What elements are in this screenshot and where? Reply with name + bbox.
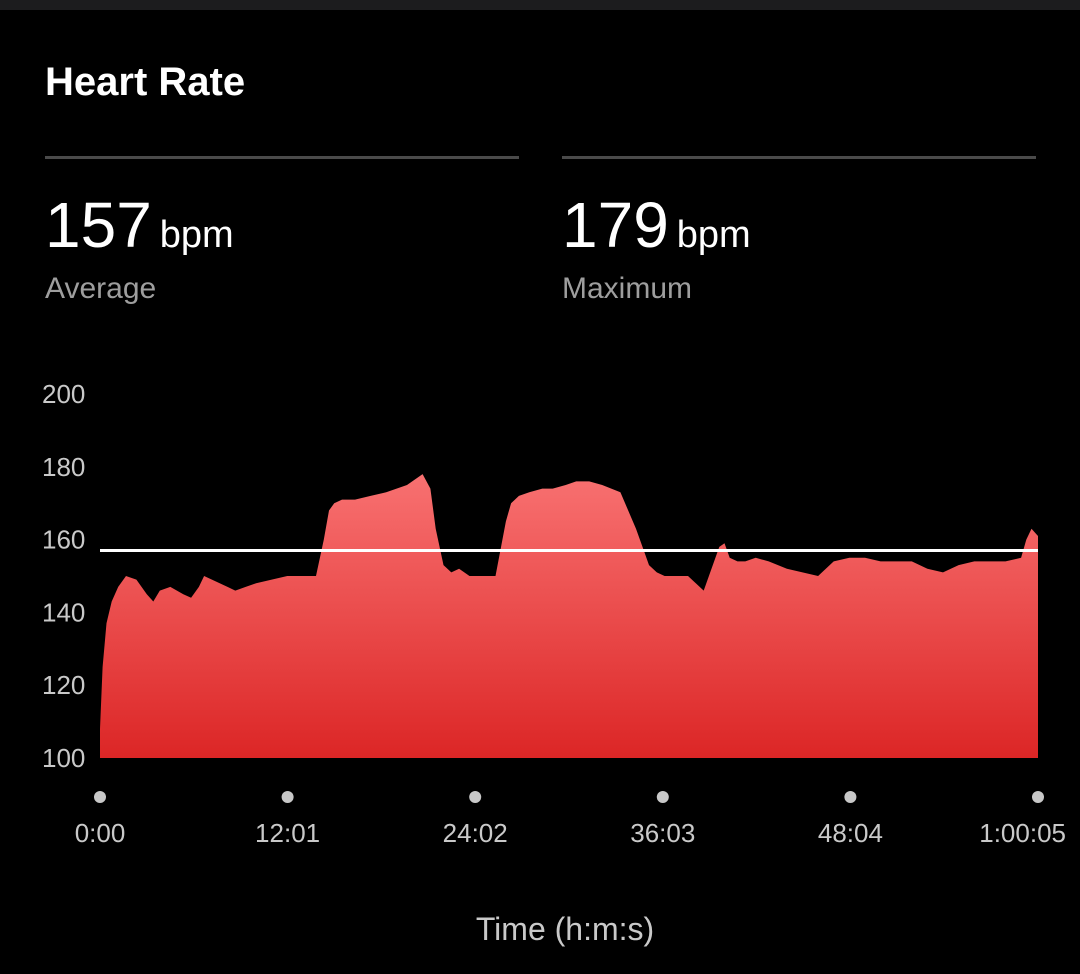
x-tick-dot — [469, 791, 482, 803]
y-axis-ticks: 100 120 140 160 180 200 — [42, 379, 85, 773]
x-tick-label: 36:03 — [630, 818, 695, 848]
heart-rate-area — [100, 474, 1038, 758]
x-tick-dot — [281, 791, 294, 803]
maximum-value: 179 bpm — [562, 188, 751, 262]
x-tick-label: 24:02 — [443, 818, 508, 848]
x-tick-label: 48:04 — [818, 818, 883, 848]
maximum-unit: bpm — [676, 214, 751, 256]
average-label: Average — [45, 272, 157, 305]
heart-rate-chart: 100 120 140 160 180 200 0:00 12:01 24:02 36:03 48… — [42, 379, 1066, 947]
average-value: 157 bpm — [45, 188, 234, 262]
x-tick-label: 1:00:05 — [979, 818, 1066, 848]
x-axis-ticks: 0:00 12:01 24:02 36:03 48:04 1:00:05 — [75, 791, 1066, 848]
x-tick-dot — [94, 791, 106, 803]
y-tick-label: 160 — [42, 525, 85, 555]
x-tick-label: 0:00 — [75, 818, 126, 848]
x-tick-dot — [844, 791, 857, 803]
x-tick-dot — [1032, 791, 1044, 803]
divider-maximum — [562, 156, 1036, 159]
y-tick-label: 120 — [42, 670, 85, 700]
x-tick-label: 12:01 — [255, 818, 320, 848]
maximum-number: 179 — [562, 189, 669, 261]
average-number: 157 — [45, 189, 152, 261]
maximum-label: Maximum — [562, 272, 693, 305]
divider-average — [45, 156, 519, 159]
x-tick-dot — [656, 791, 669, 803]
x-axis-label: Time (h:m:s) — [476, 911, 654, 947]
y-tick-label: 140 — [42, 597, 85, 627]
top-strip — [0, 0, 1080, 10]
average-unit: bpm — [159, 214, 234, 256]
y-tick-label: 100 — [42, 743, 85, 773]
page-title: Heart Rate — [45, 60, 246, 104]
y-tick-label: 200 — [42, 379, 85, 409]
y-tick-label: 180 — [42, 452, 85, 482]
